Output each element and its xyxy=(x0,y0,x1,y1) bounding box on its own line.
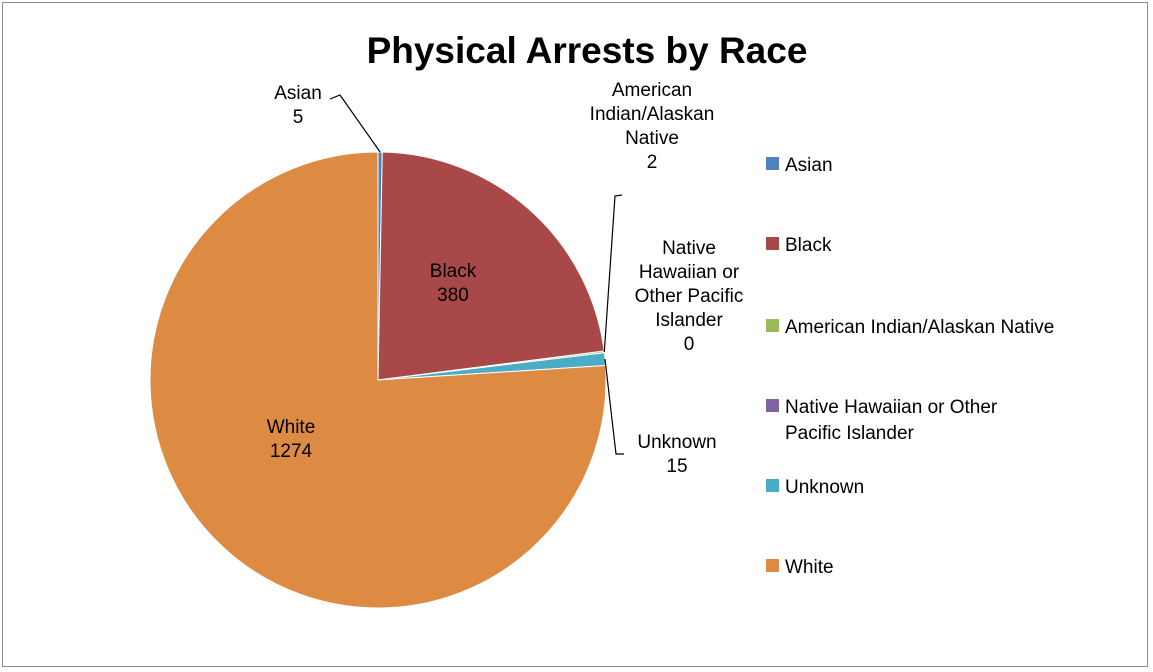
data-label-native-hawaiian-or-other-pacific-islander: Native Hawaiian or Other Pacific Islander 0 xyxy=(635,238,744,355)
legend-swatch xyxy=(766,399,779,412)
leader-lines xyxy=(329,94,624,455)
data-label-value: 0 xyxy=(684,334,695,355)
legend-label: American Indian/Alaskan Native xyxy=(785,317,1054,338)
legend-item-asian: Asian xyxy=(766,155,833,176)
legend-swatch xyxy=(766,237,779,250)
legend-swatch xyxy=(766,157,779,170)
pie-slices xyxy=(149,151,607,609)
data-label-black: Black 380 xyxy=(430,261,477,306)
legend-label: White xyxy=(785,557,834,578)
legend-label: Unknown xyxy=(785,477,864,498)
data-label-name: Unknown xyxy=(637,432,716,453)
data-label-name: Asian xyxy=(274,83,322,104)
legend-item-white: White xyxy=(766,557,834,578)
data-label-name: Black xyxy=(430,261,477,282)
legend-swatch xyxy=(766,479,779,492)
data-label-name: Other Pacific xyxy=(635,286,744,307)
data-label-unknown: Unknown 15 xyxy=(637,432,716,477)
data-label-american-indian-alaskan-native: American Indian/Alaskan Native 2 xyxy=(590,80,715,173)
legend-item-black: Black xyxy=(766,235,832,256)
data-label-name: Hawaiian or xyxy=(639,262,740,283)
legend-label: Native Hawaiian or Other xyxy=(785,397,998,418)
data-label-value: 2 xyxy=(647,152,658,173)
leader-line-unknown xyxy=(604,359,624,455)
data-label-name: Indian/Alaskan xyxy=(590,104,715,125)
data-label-name: Native xyxy=(662,238,716,259)
legend-swatch xyxy=(766,559,779,572)
legend-label: Asian xyxy=(785,155,833,176)
data-label-name: American xyxy=(612,80,692,101)
legend-label: Black xyxy=(785,235,832,256)
data-label-name: White xyxy=(267,417,316,438)
data-label-name: Islander xyxy=(655,310,723,331)
leader-line-asian xyxy=(329,94,381,153)
data-labels: Asian 5 Black 380 American Indian/Alaskan Nati… xyxy=(267,80,744,477)
data-label-value: 1274 xyxy=(270,441,313,462)
legend-item-native-hawaiian-or-other-pacific-islander: Native Hawaiian or Other Pacific Islander xyxy=(766,397,998,444)
data-label-value: 5 xyxy=(293,107,304,128)
chart-title: Physical Arrests by Race xyxy=(366,30,808,71)
pie-slice-black xyxy=(377,151,605,381)
data-label-name: Native xyxy=(625,128,679,149)
leader-line-american-indian-alaskan-native xyxy=(603,194,623,352)
legend-item-unknown: Unknown xyxy=(766,477,864,498)
pie-slice-white xyxy=(149,151,607,609)
legend-swatch xyxy=(766,319,779,332)
data-label-white: White 1274 xyxy=(267,417,316,462)
data-label-asian: Asian 5 xyxy=(274,83,322,128)
data-label-value: 15 xyxy=(666,456,687,477)
legend-label: Pacific Islander xyxy=(785,423,915,444)
legend-item-american-indian-alaskan-native: American Indian/Alaskan Native xyxy=(766,317,1054,338)
data-label-value: 380 xyxy=(437,285,469,306)
legend: Asian Black American Indian/Alaskan Native… xyxy=(766,155,1054,578)
